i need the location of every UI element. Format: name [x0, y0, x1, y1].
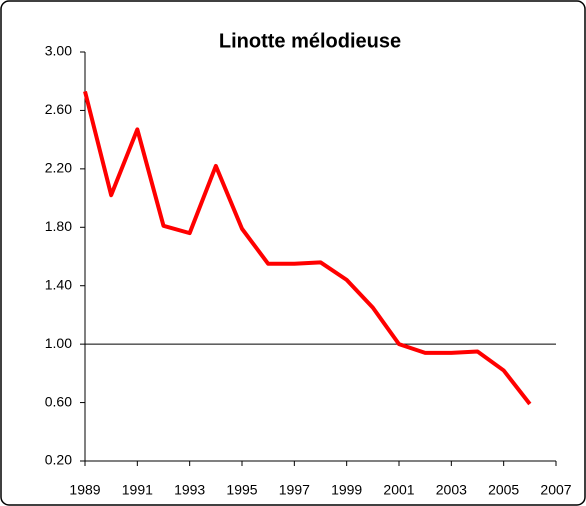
x-tick-label: 1989 [69, 482, 100, 498]
x-tick-label: 1997 [279, 482, 310, 498]
data-line [83, 90, 532, 406]
x-tick-label: 2005 [488, 482, 519, 498]
y-tick-label: 3.00 [45, 43, 72, 59]
y-tick-label: 1.00 [45, 335, 72, 351]
y-tick-label: 0.60 [45, 393, 72, 409]
x-tick-label: 1999 [331, 482, 362, 498]
y-tick-label: 1.80 [45, 218, 72, 234]
y-tick-label: 2.20 [45, 160, 72, 176]
x-tick-label: 1995 [226, 482, 257, 498]
y-tick-label: 1.40 [45, 276, 72, 292]
x-tick-label: 2007 [540, 482, 571, 498]
x-tick-label: 1993 [174, 482, 205, 498]
y-tick-label: 2.60 [45, 101, 72, 117]
chart-title: Linotte mélodieuse [219, 30, 401, 52]
x-tick-label: 1991 [122, 482, 153, 498]
x-tick-label: 2001 [383, 482, 414, 498]
y-tick-label: 0.20 [45, 452, 72, 468]
x-tick-label: 2003 [436, 482, 467, 498]
